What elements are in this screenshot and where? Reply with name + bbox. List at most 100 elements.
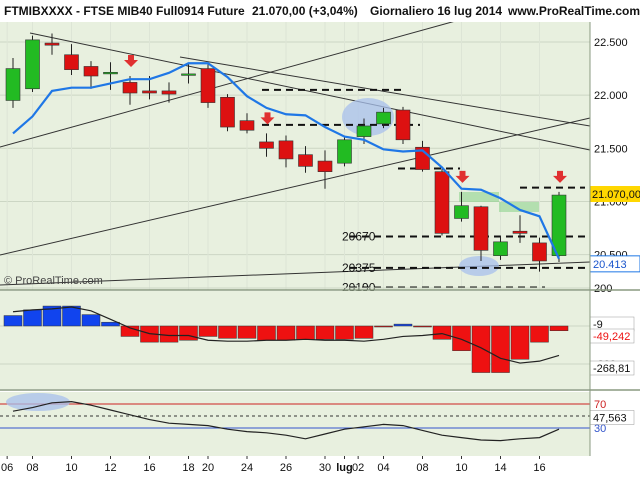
- histogram-signal-line: [12, 306, 560, 364]
- histogram-bar: [530, 325, 549, 343]
- histogram-bar: [81, 314, 101, 327]
- x-axis-label: 20: [202, 462, 214, 474]
- candle-body: [551, 194, 567, 256]
- highlight-ellipse: [342, 98, 394, 136]
- price-axis-label: 22.500: [594, 37, 628, 49]
- x-axis-label: 24: [241, 462, 253, 474]
- support-zone: [499, 202, 539, 212]
- candle-body: [512, 230, 528, 234]
- x-axis-label: 18: [182, 462, 194, 474]
- site-name: www.ProRealTime.com: [508, 4, 640, 18]
- candle-body: [473, 206, 489, 251]
- histogram-bar: [354, 325, 374, 339]
- candle-body: [454, 205, 469, 219]
- chart-header: FTMIBXXXX - FTSE MIB40 Full0914 Future 2…: [0, 0, 640, 22]
- x-axis-label: 08: [26, 462, 38, 474]
- candle-body: [317, 160, 333, 172]
- oscillator-value-label: 47,563: [593, 412, 627, 424]
- price-axis-label: 21.500: [594, 143, 628, 155]
- instrument-title: FTMIBXXXX - FTSE MIB40 Full0914 Future: [4, 4, 245, 18]
- histogram-bar: [510, 325, 530, 360]
- x-axis-label: 14: [494, 462, 506, 474]
- highlight-ellipse: [459, 256, 499, 276]
- candle-body: [434, 171, 450, 234]
- histogram-bar: [159, 325, 179, 343]
- candle-body: [298, 154, 313, 167]
- level-label: 20670: [342, 230, 376, 244]
- histogram-bar: [257, 325, 276, 341]
- watermark: © ProRealTime.com: [4, 275, 103, 287]
- candle-body: [337, 139, 352, 164]
- x-axis-label: 04: [377, 462, 389, 474]
- histogram-bar: [42, 305, 62, 327]
- candle-body: [83, 66, 99, 77]
- x-axis-label: 02: [352, 462, 364, 474]
- price-panel-bg: [0, 22, 590, 290]
- candle-body: [122, 82, 138, 94]
- candle-body: [142, 90, 157, 94]
- x-axis-label: lug: [336, 462, 353, 474]
- moving-average-line: [12, 62, 560, 260]
- histogram-bar: [120, 325, 140, 337]
- ma-value-label: 20.413: [593, 259, 627, 271]
- x-axis-label: 16: [533, 462, 545, 474]
- histogram-value-label: -49,242: [593, 331, 630, 343]
- trend-line: [179, 56, 591, 127]
- x-axis-label: 30: [319, 462, 331, 474]
- candle-body: [64, 54, 79, 70]
- candle-body: [161, 90, 177, 95]
- x-axis-label: 10: [65, 462, 77, 474]
- histogram-bar: [413, 325, 432, 328]
- candle-body: [220, 96, 235, 128]
- histogram-bar: [218, 325, 237, 339]
- last-price-badge: [590, 186, 640, 203]
- histogram-bar: [432, 325, 452, 340]
- histogram-value-label: -268,81: [593, 363, 630, 375]
- oscillator-axis-label: 70: [594, 399, 606, 411]
- histogram-bar: [62, 305, 81, 327]
- histogram-bar: [393, 323, 413, 327]
- histogram-bar: [296, 325, 315, 340]
- support-zone: [459, 192, 499, 202]
- histogram-bar: [374, 325, 393, 328]
- candle-body: [239, 120, 255, 131]
- histogram-bar: [237, 325, 257, 339]
- candle-body: [376, 111, 391, 125]
- candle-body: [532, 242, 547, 262]
- oscillator-line: [12, 400, 560, 442]
- candle-body: [259, 141, 274, 149]
- x-axis-label: 16: [143, 462, 155, 474]
- histogram-bar: [3, 315, 23, 327]
- x-axis-label: 12: [104, 462, 116, 474]
- last-price-info: 21.070,00 (+3,04%): [252, 4, 358, 18]
- period-date: Giornaliero 16 lug 2014: [370, 4, 503, 18]
- histogram-bar: [491, 325, 510, 373]
- histogram-bar: [101, 321, 120, 327]
- trend-line: [0, 16, 471, 148]
- candle-body: [200, 68, 216, 103]
- x-axis-label: 10: [455, 462, 467, 474]
- candle-body: [181, 73, 196, 76]
- candle-body: [103, 71, 118, 75]
- candle-body: [395, 109, 411, 141]
- x-axis-label: 08: [416, 462, 428, 474]
- candle-body: [356, 125, 372, 137]
- sell-arrow: [455, 170, 470, 183]
- oscillator-axis-label: 30: [594, 423, 606, 435]
- histogram-bar: [23, 309, 42, 327]
- histogram-bar: [549, 325, 569, 331]
- highlight-ellipse: [6, 393, 70, 411]
- trend-line: [29, 32, 591, 151]
- x-axis-label: 06: [1, 462, 13, 474]
- histogram-bar: [471, 325, 491, 373]
- histogram-bar: [179, 325, 198, 341]
- last-price-label: 21.070,00: [592, 189, 640, 201]
- price-axis-label: 22.000: [594, 90, 628, 102]
- histogram-value-label: -9: [593, 319, 603, 331]
- candle-body: [25, 39, 40, 90]
- trend-line: [0, 117, 591, 256]
- candle-body: [5, 68, 21, 101]
- candle-body: [44, 42, 60, 46]
